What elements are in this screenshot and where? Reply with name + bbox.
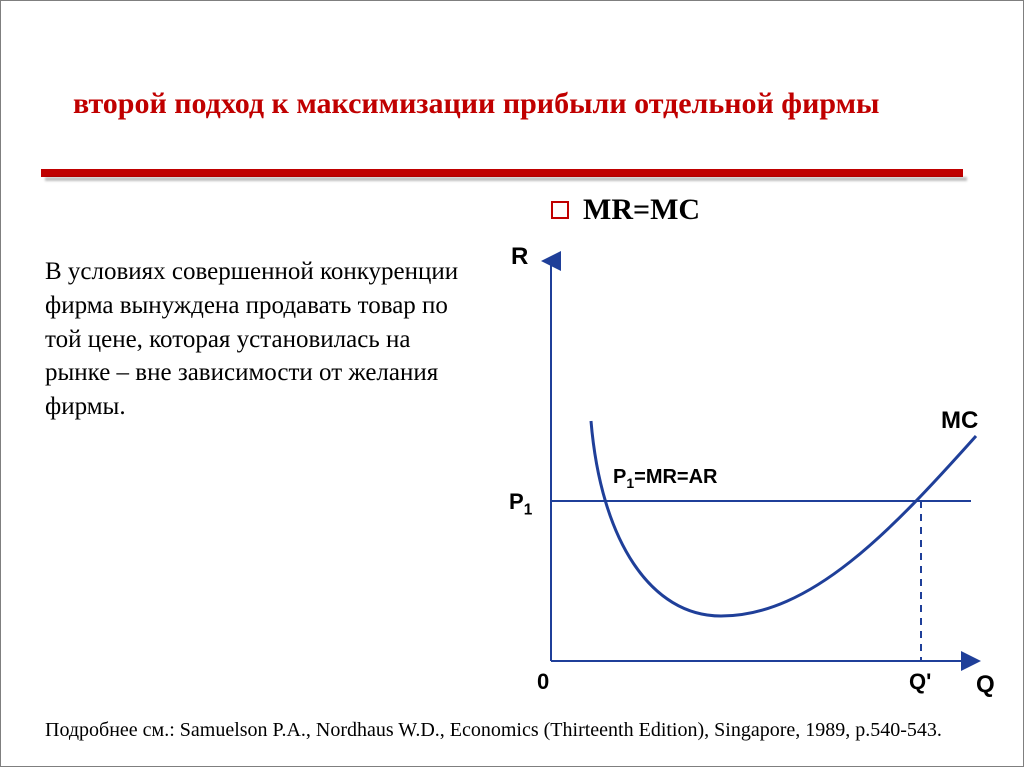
title-rule-shadow <box>45 177 967 181</box>
mc-curve-label: MC <box>941 407 978 435</box>
origin-label: 0 <box>537 669 549 695</box>
chart-svg <box>491 241 991 701</box>
bullet-square-icon <box>551 201 569 219</box>
x-axis-label: Q <box>976 671 995 699</box>
q-prime-label: Q' <box>909 669 931 695</box>
hline-annotation: P1=MR=AR <box>613 466 718 491</box>
p1-label: P1 <box>509 489 532 519</box>
mc-chart: R Q 0 P1 P1=MR=AR MC Q' <box>491 241 991 691</box>
title-rule <box>41 169 963 177</box>
formula-row: MR=MC <box>551 193 700 227</box>
slide: второй подход к максимизации прибыли отд… <box>0 0 1024 767</box>
mc-curve <box>591 421 976 616</box>
body-paragraph: В условиях совершенной конкуренции фирма… <box>45 255 475 424</box>
y-axis-label: R <box>511 243 528 271</box>
formula-text: MR=MC <box>583 193 700 227</box>
slide-title: второй подход к максимизации прибыли отд… <box>73 85 923 123</box>
footnote: Подробнее см.: Samuelson P.A., Nordhaus … <box>45 719 985 742</box>
